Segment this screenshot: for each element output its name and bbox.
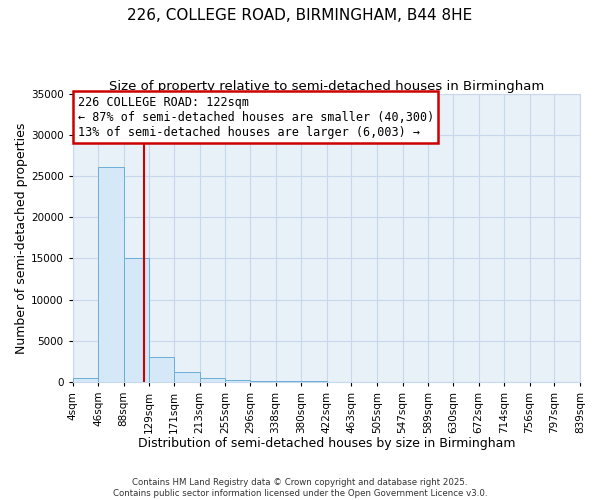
Bar [73, 378, 98, 382]
Bar [174, 372, 200, 382]
Title: Size of property relative to semi-detached houses in Birmingham: Size of property relative to semi-detach… [109, 80, 544, 93]
Bar [225, 380, 250, 382]
Text: 226, COLLEGE ROAD, BIRMINGHAM, B44 8HE: 226, COLLEGE ROAD, BIRMINGHAM, B44 8HE [127, 8, 473, 22]
Bar [200, 378, 225, 382]
Bar [98, 168, 124, 382]
Bar [149, 357, 174, 382]
Text: 226 COLLEGE ROAD: 122sqm
← 87% of semi-detached houses are smaller (40,300)
13% : 226 COLLEGE ROAD: 122sqm ← 87% of semi-d… [77, 96, 434, 138]
Bar [124, 258, 149, 382]
Bar [250, 381, 275, 382]
X-axis label: Distribution of semi-detached houses by size in Birmingham: Distribution of semi-detached houses by … [137, 437, 515, 450]
Text: Contains HM Land Registry data © Crown copyright and database right 2025.
Contai: Contains HM Land Registry data © Crown c… [113, 478, 487, 498]
Y-axis label: Number of semi-detached properties: Number of semi-detached properties [15, 122, 28, 354]
